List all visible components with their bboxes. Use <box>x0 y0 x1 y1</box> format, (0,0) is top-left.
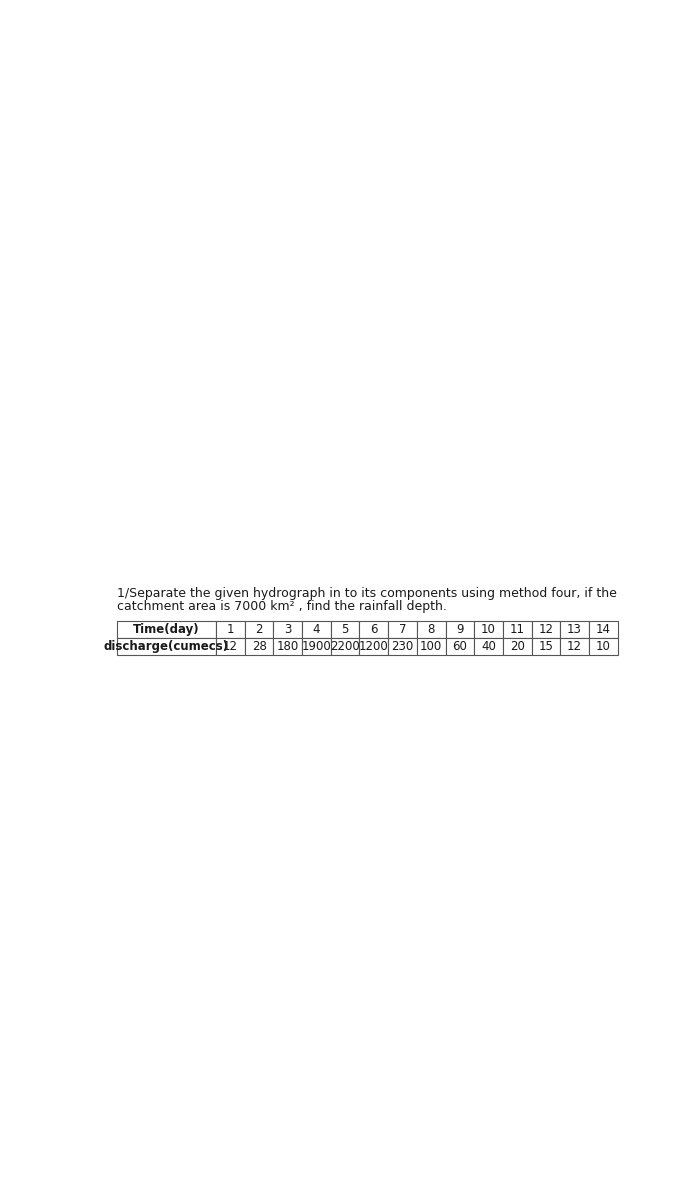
Text: 10: 10 <box>596 641 611 653</box>
Bar <box>560 638 589 655</box>
Text: 20: 20 <box>510 641 524 653</box>
Text: 1900: 1900 <box>302 641 331 653</box>
Bar <box>331 622 360 638</box>
Text: discharge(cumecs): discharge(cumecs) <box>104 641 229 653</box>
Text: 180: 180 <box>277 641 299 653</box>
Text: 230: 230 <box>392 641 414 653</box>
Text: 10: 10 <box>481 623 496 636</box>
Text: 12: 12 <box>539 623 553 636</box>
Text: 1200: 1200 <box>359 641 389 653</box>
Text: 1/Separate the given hydrograph in to its components using method four, if the: 1/Separate the given hydrograph in to it… <box>117 587 617 600</box>
Bar <box>273 622 302 638</box>
Bar <box>273 638 302 655</box>
Text: 12: 12 <box>567 641 582 653</box>
Text: 11: 11 <box>510 623 524 636</box>
Text: 60: 60 <box>452 641 467 653</box>
Text: 40: 40 <box>481 641 496 653</box>
Bar <box>388 638 417 655</box>
Text: 13: 13 <box>567 623 582 636</box>
Bar <box>216 638 245 655</box>
Bar <box>560 622 589 638</box>
Text: Time(day): Time(day) <box>133 623 200 636</box>
Text: 28: 28 <box>252 641 267 653</box>
Text: 1: 1 <box>227 623 234 636</box>
Text: 2200: 2200 <box>330 641 360 653</box>
Bar <box>216 622 245 638</box>
Bar <box>446 622 475 638</box>
Text: 14: 14 <box>596 623 611 636</box>
Bar <box>117 622 216 638</box>
Bar <box>531 622 560 638</box>
Text: 15: 15 <box>539 641 553 653</box>
Text: catchment area is 7000 km² , find the rainfall depth.: catchment area is 7000 km² , find the ra… <box>117 600 447 613</box>
Text: 3: 3 <box>284 623 292 636</box>
Bar <box>475 622 503 638</box>
Bar <box>531 638 560 655</box>
Text: 7: 7 <box>399 623 406 636</box>
Bar <box>331 638 360 655</box>
Bar <box>589 622 618 638</box>
Text: 9: 9 <box>456 623 464 636</box>
Text: 2: 2 <box>255 623 263 636</box>
Bar <box>360 622 388 638</box>
Bar <box>446 638 475 655</box>
Text: 6: 6 <box>370 623 377 636</box>
Bar <box>245 638 273 655</box>
Bar <box>503 622 531 638</box>
Bar <box>245 622 273 638</box>
Bar <box>503 638 531 655</box>
Text: 5: 5 <box>342 623 349 636</box>
Bar <box>117 638 216 655</box>
Text: 4: 4 <box>313 623 320 636</box>
Bar <box>475 638 503 655</box>
Bar <box>388 622 417 638</box>
Bar <box>417 638 446 655</box>
Text: 12: 12 <box>223 641 238 653</box>
Bar <box>589 638 618 655</box>
Bar <box>302 638 331 655</box>
Text: 100: 100 <box>420 641 442 653</box>
Bar <box>417 622 446 638</box>
Text: 8: 8 <box>427 623 435 636</box>
Bar <box>360 638 388 655</box>
Bar <box>302 622 331 638</box>
